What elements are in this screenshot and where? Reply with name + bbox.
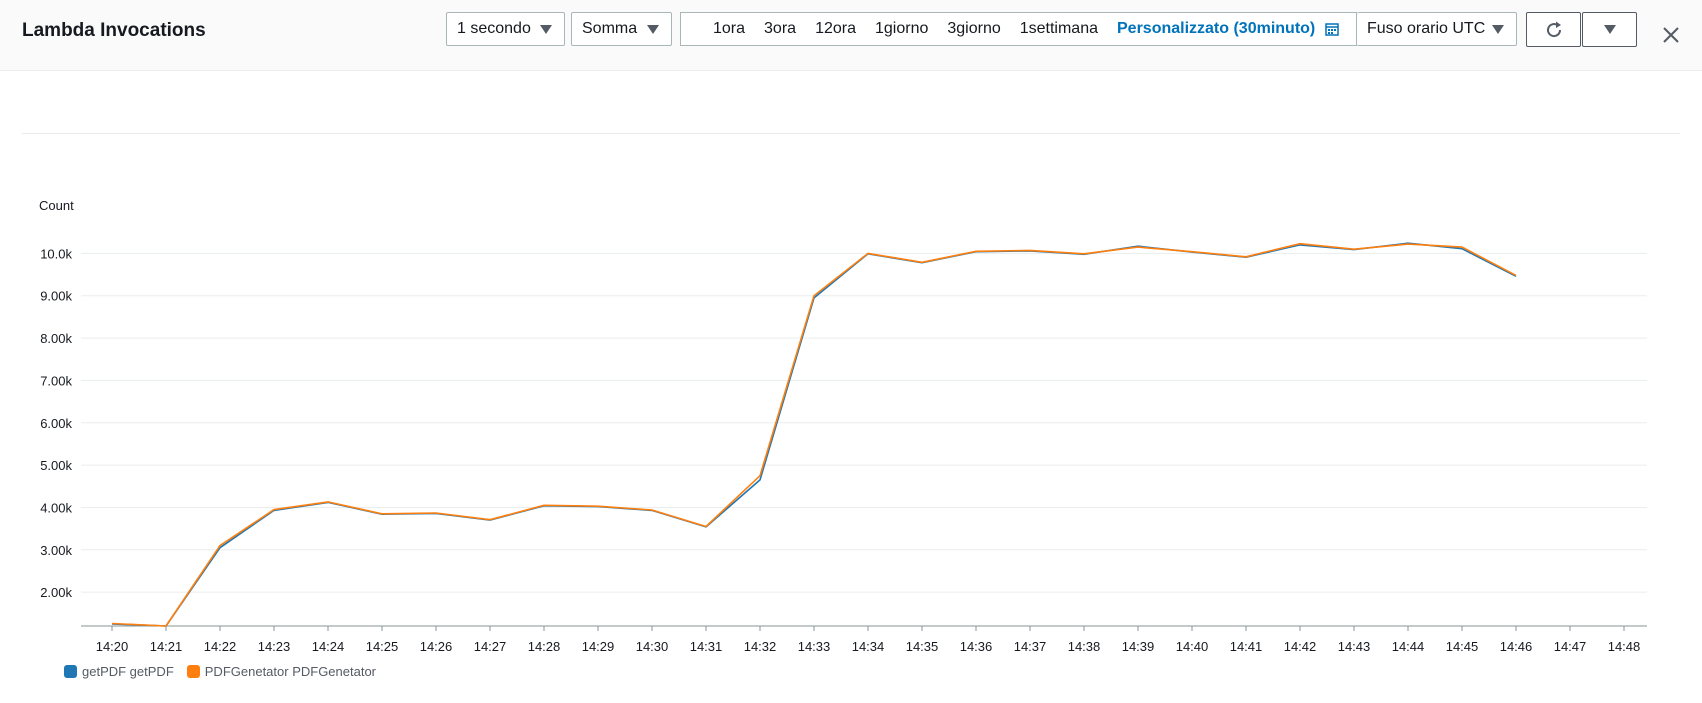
statistic-value: Somma [582,20,638,37]
x-tick-label: 14:29 [582,639,615,654]
x-tick-label: 14:47 [1554,639,1587,654]
y-tick-label: 8.00k [40,331,72,346]
y-tick-label: 6.00k [40,416,72,431]
statistic-select[interactable]: Somma [571,12,672,46]
x-tick-label: 14:28 [528,639,561,654]
y-tick-label: 4.00k [40,500,72,515]
legend-label-pdfgenetator: PDFGenetator PDFGenetator [204,664,377,679]
legend-swatch-pdfgenetator [186,665,200,678]
x-tick-label: 14:35 [906,639,939,654]
chevron-down-icon [647,25,659,34]
refresh-options-button[interactable] [1582,12,1637,47]
x-tick-label: 14:36 [960,639,993,654]
legend-item-pdfgenetator[interactable]: PDFGenetator PDFGenetator [186,664,377,679]
widget-header: Lambda Invocations 1 secondo Somma 1ora … [0,0,1702,71]
refresh-button[interactable] [1526,12,1581,47]
x-tick-label: 14:24 [312,639,345,654]
x-tick-label: 14:26 [420,639,453,654]
series-line-getpdf [111,242,1517,627]
chevron-down-icon [1603,25,1616,34]
y-tick-label: 3.00k [40,543,72,558]
legend-swatch-getpdf [64,665,77,678]
time-range-selector: 1ora 3ora 12ora 1giorno 3giorno 1settima… [680,12,1357,46]
range-option-custom[interactable]: Personalizzato (30minuto) [1117,20,1316,37]
chart-legend: getPDF getPDF PDFGenetator PDFGenetator [64,664,389,679]
range-option-1h[interactable]: 1ora [713,20,746,37]
chevron-down-icon [540,25,552,34]
legend-label-getpdf: getPDF getPDF [82,664,174,679]
y-tick-label: 10.0k [40,246,72,261]
range-option-12h[interactable]: 12ora [815,20,856,37]
x-tick-label: 14:46 [1500,639,1533,654]
x-tick-label: 14:39 [1122,639,1155,654]
period-select[interactable]: 1 secondo [446,12,565,46]
x-tick-label: 14:27 [474,639,507,654]
legend-item-getpdf[interactable]: getPDF getPDF [64,664,174,679]
header-divider [22,133,1680,134]
widget-title: Lambda Invocations [22,20,206,41]
y-tick-label: 5.00k [40,458,72,473]
x-tick-label: 14:20 [96,639,129,654]
range-option-3h[interactable]: 3ora [764,20,797,37]
chevron-down-icon [1492,25,1504,34]
range-option-3d[interactable]: 3giorno [947,20,1001,37]
y-tick-label: 2.00k [40,585,72,600]
x-tick-label: 14:42 [1284,639,1317,654]
x-tick-label: 14:32 [744,639,777,654]
x-tick-label: 14:48 [1608,639,1641,654]
x-tick-label: 14:38 [1068,639,1101,654]
period-value: 1 secondo [457,20,531,37]
calendar-icon[interactable] [1325,22,1339,36]
x-tick-label: 14:34 [852,639,885,654]
x-tick-label: 14:33 [798,639,831,654]
x-tick-label: 14:25 [366,639,399,654]
x-tick-label: 14:30 [636,639,669,654]
series-line-pdfgenetator [111,242,1517,627]
x-tick-label: 14:43 [1338,639,1371,654]
range-option-1w[interactable]: 1settimana [1019,20,1098,37]
x-tick-label: 14:40 [1176,639,1209,654]
refresh-icon [1546,21,1561,37]
y-tick-label: 9.00k [40,289,72,304]
x-tick-label: 14:45 [1446,639,1479,654]
x-tick-label: 14:44 [1392,639,1425,654]
y-axis-title: Count [39,198,74,213]
x-tick-label: 14:31 [690,639,723,654]
x-tick-label: 14:41 [1230,639,1263,654]
timezone-value: Fuso orario UTC [1367,20,1486,37]
y-tick-label: 7.00k [40,373,72,388]
x-tick-label: 14:23 [258,639,291,654]
range-option-1d[interactable]: 1giorno [874,20,929,37]
x-tick-label: 14:22 [204,639,237,654]
x-tick-label: 14:37 [1014,639,1047,654]
timezone-select[interactable]: Fuso orario UTC [1357,12,1517,46]
line-chart: Count 2.00k 3.00k 4.00k 5.00k 6.00k 7.00k 8.00k… [39,198,1647,654]
x-tick-label: 14:21 [150,639,183,654]
close-icon[interactable] [1660,24,1682,46]
